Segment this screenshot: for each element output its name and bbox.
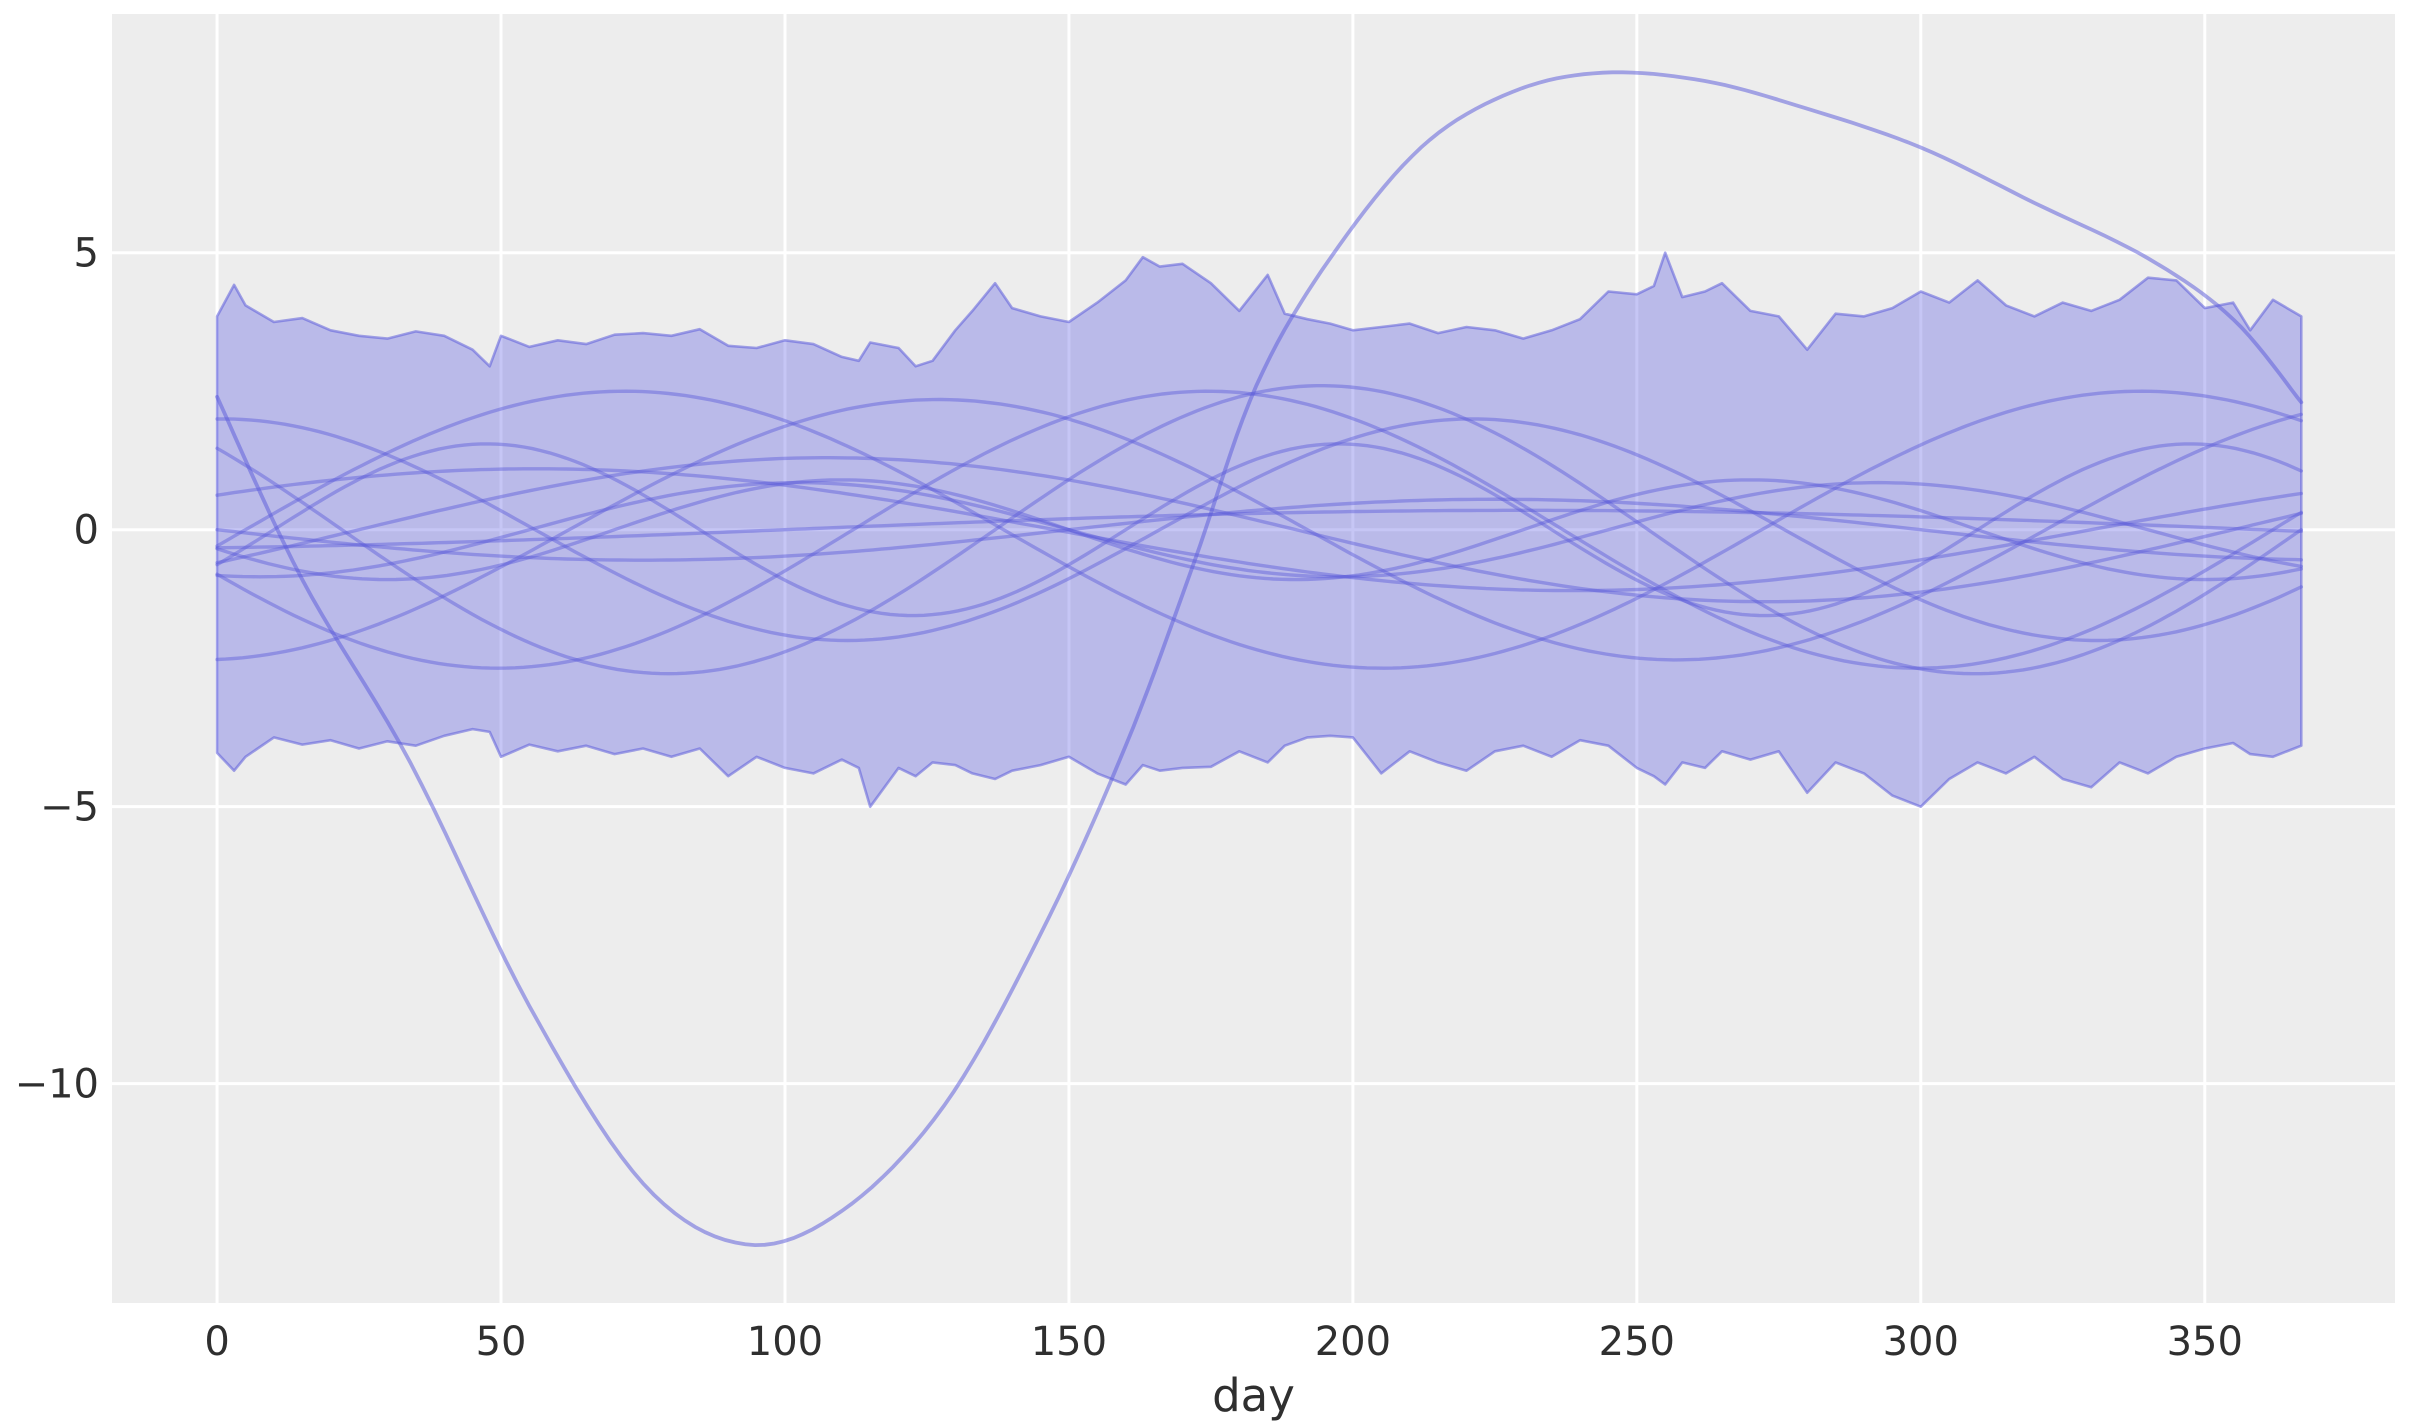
y-tick-label--5: −5	[40, 785, 99, 831]
series-2-line	[215, 389, 2303, 670]
large-amplitude-curve	[215, 70, 2304, 1248]
series-4-line	[215, 417, 2303, 643]
y-tick-label-0: 0	[74, 508, 99, 554]
y-tick-label--10: −10	[15, 1062, 99, 1108]
x-tick-label-0: 0	[204, 1319, 229, 1365]
series-6-line	[215, 467, 2303, 593]
series-3-line	[215, 389, 2303, 670]
x-tick-label-50: 50	[476, 1319, 527, 1365]
x-tick-label-250: 250	[1599, 1319, 1675, 1365]
y-tick-label-5: 5	[74, 231, 99, 277]
series-12-line	[215, 478, 2303, 582]
series-5-line	[215, 442, 2303, 618]
series-8-line	[215, 497, 2303, 562]
plot-area	[112, 14, 2395, 1303]
x-tick-label-100: 100	[747, 1319, 823, 1365]
series-9-line	[215, 456, 2303, 604]
x-tick-label-150: 150	[1031, 1319, 1107, 1365]
x-tick-label-300: 300	[1883, 1319, 1959, 1365]
series-1-line	[215, 397, 2303, 662]
series-11-line	[215, 508, 2303, 550]
uncertainty-band	[215, 251, 2303, 808]
series-7-line	[215, 480, 2303, 579]
x-axis-label: day	[1212, 1369, 1295, 1422]
x-tick-label-350: 350	[2167, 1319, 2243, 1365]
x-tick-label-200: 200	[1315, 1319, 1391, 1365]
series-10-line	[215, 384, 2303, 676]
